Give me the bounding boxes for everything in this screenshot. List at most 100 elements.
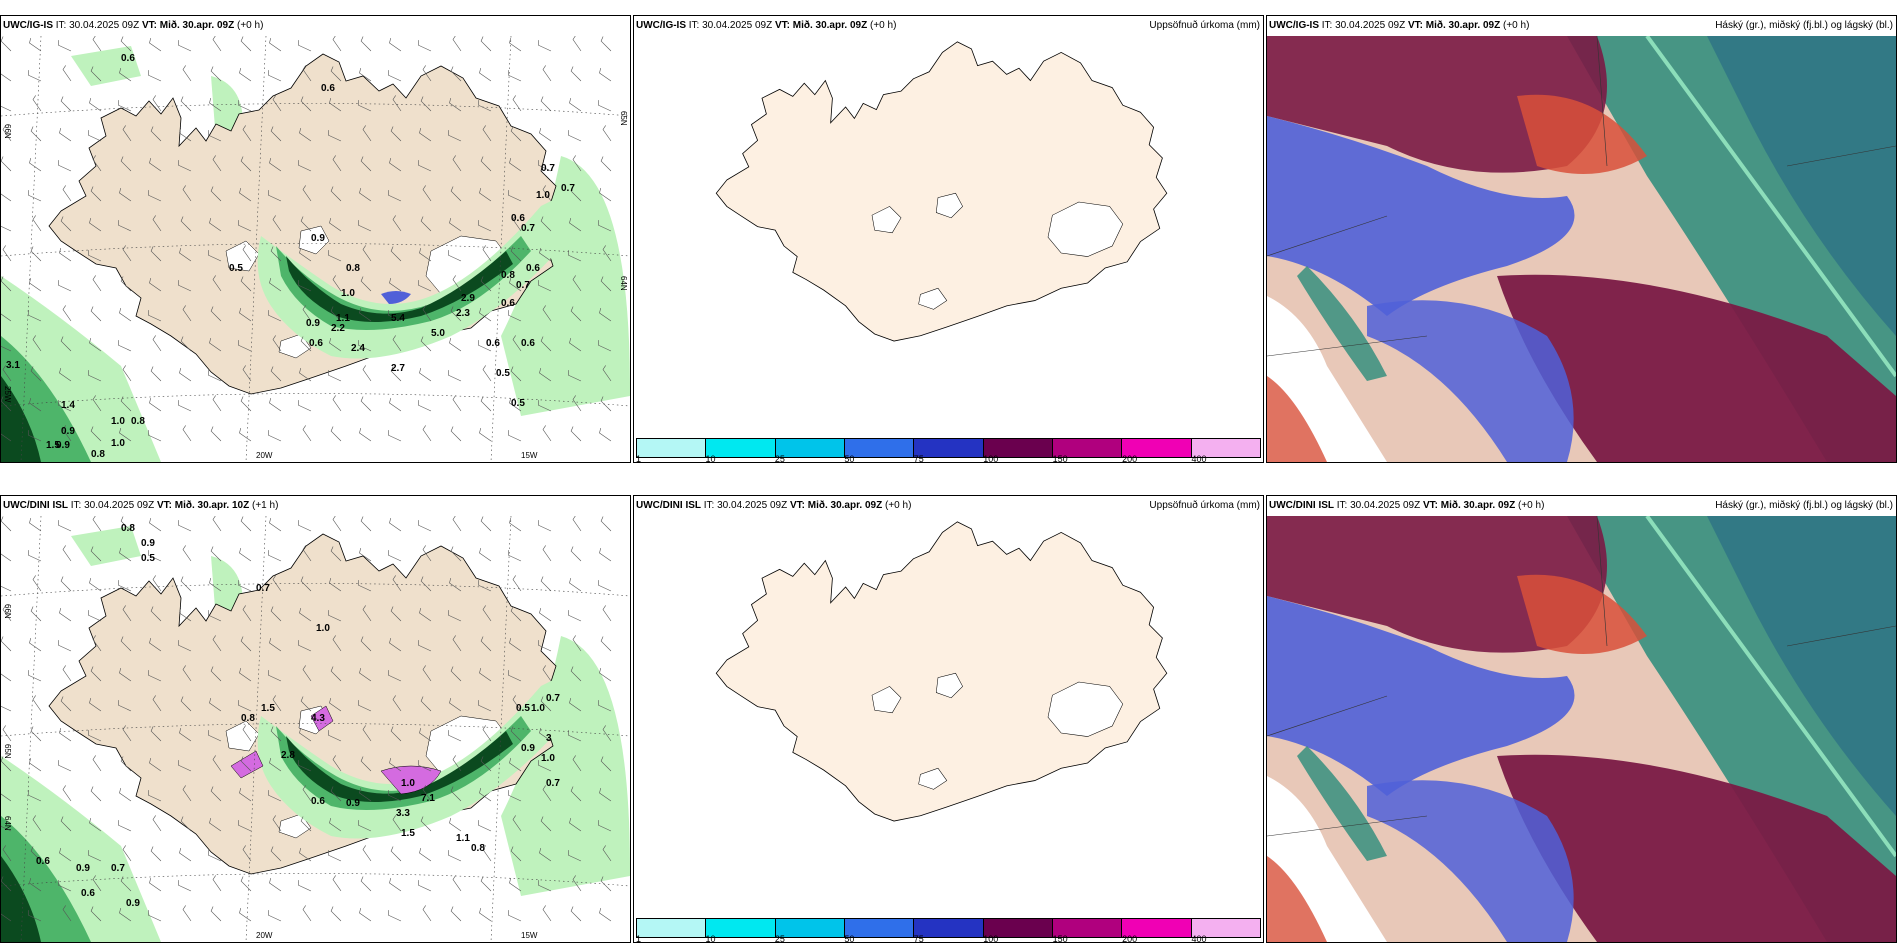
iceland-land [715, 41, 1168, 342]
precip-value-label: 0.6 [81, 888, 95, 899]
precip-value-label: 0.9 [306, 318, 320, 329]
panel-igis-accum-precip: UWC/IG-IS IT: 30.04.2025 09Z VT: Mið. 30… [633, 15, 1264, 463]
precip-value-label: 2.9 [461, 293, 475, 304]
precip-value-label: 0.7 [111, 863, 125, 874]
vt-label: VT: [141, 20, 157, 31]
vt-label: VT: [1422, 500, 1438, 511]
precip-value-label: 0.6 [321, 83, 335, 94]
vt-value: Mið. 30.apr. 09Z [792, 20, 868, 31]
precip-value-label: 5.4 [391, 313, 405, 324]
precip-value-label: 0.7 [516, 280, 530, 291]
precip-value-label: 1.0 [111, 438, 125, 449]
colorbar-cell [775, 439, 845, 457]
colorbar-tick-label: 200 [1122, 454, 1138, 463]
mid-cloud-layer [1267, 516, 1896, 942]
precip-value-label: 1.0 [541, 753, 555, 764]
it-value: 30.04.2025 09Z [1335, 20, 1406, 31]
it-label: IT: [703, 500, 715, 511]
colorbar-cell [775, 919, 845, 937]
precip-value-label: 1.4 [61, 400, 75, 411]
vt-label: VT: [156, 500, 172, 511]
precip-value-label: 2.7 [391, 363, 405, 374]
colorbar-cells [636, 918, 1261, 938]
precip-value-label: 0.7 [521, 223, 535, 234]
colorbar-cell [914, 439, 984, 457]
precip-value-label: 1.1 [456, 833, 470, 844]
it-label: IT: [70, 500, 82, 511]
precip-value-label: 5.0 [431, 328, 445, 339]
precip-value-label: 2.8 [281, 750, 295, 761]
panel-field-title: Uppsöfnuð úrkoma (mm) [1149, 500, 1260, 511]
precip-value-label: 0.5 [516, 703, 530, 714]
panel-field-title: Uppsöfnuð úrkoma (mm) [1149, 20, 1260, 31]
precip-value-label: 3 [546, 733, 552, 744]
colorbar-tick-label: 100 [983, 454, 999, 463]
precip-value-label: 0.9 [311, 233, 325, 244]
colorbar-cell [1052, 919, 1123, 937]
panel-field-title: Háský (gr.), miðský (fj.bl.) og lágský (… [1715, 20, 1893, 31]
axis-label: 15W [521, 451, 538, 460]
colorbar-tick-label: 10 [705, 454, 716, 463]
precip-value-label: 0.5 [141, 553, 155, 564]
precip-value-label: 2.4 [351, 343, 365, 354]
precip-value-label: 0.9 [61, 426, 75, 437]
precip-value-label: 0.8 [501, 270, 515, 281]
precip-value-label: 0.7 [561, 183, 575, 194]
precip-band [257, 196, 571, 359]
iceland-outline-group [715, 521, 1168, 822]
precip-value-label: 3.3 [396, 808, 410, 819]
panel-header: UWC/DINI ISL IT: 30.04.2025 09Z VT: Mið.… [634, 496, 1263, 516]
precip-values: 0.80.90.50.71.00.81.52.84.31.00.90.63.37… [36, 523, 560, 909]
precip-value-label: 0.6 [526, 263, 540, 274]
precip-value-label: 2.3 [456, 308, 470, 319]
precip-value-label: 0.5 [511, 398, 525, 409]
colorbar-tick-label: 50 [844, 934, 855, 943]
lead-time: (+0 h) [1518, 500, 1545, 511]
panel-header: UWC/DINI ISL IT: 30.04.2025 09Z VT: Mið.… [1267, 496, 1896, 516]
panel-dini-clouds: UWC/DINI ISL IT: 30.04.2025 09Z VT: Mið.… [1266, 495, 1897, 943]
precip-value-label: 1.0 [401, 778, 415, 789]
precip-value-label: 0.7 [546, 693, 560, 704]
panel-igis-wind-precip: UWC/IG-IS IT: 30.04.2025 09Z VT: Mið. 30… [0, 15, 631, 463]
colorbar-tick-label: 100 [983, 934, 999, 943]
axis-labels: 66N 65N 64N 25W 20W 15W [3, 111, 628, 460]
precip-value-label: 0.6 [521, 338, 535, 349]
colorbar-tick-label: 150 [1052, 934, 1068, 943]
precip-shading [1, 526, 630, 942]
colorbar-cell [1122, 919, 1192, 937]
colorbar-tick-label: 25 [774, 934, 785, 943]
panel-header: UWC/IG-IS IT: 30.04.2025 09Z VT: Mið. 30… [1, 16, 630, 36]
colorbar: 1 10 25 50 75 100 150 200 400 [634, 914, 1263, 942]
model-name: UWC/IG-IS [636, 20, 686, 31]
map-canvas [715, 41, 1168, 342]
lead-time: (+0 h) [870, 20, 897, 31]
axis-labels: 66N 65N 64N 20W 15W [3, 604, 538, 940]
precip-value-label: 7.1 [421, 793, 435, 804]
colorbar-cell [637, 919, 707, 937]
colorbar-tick-label: 75 [913, 934, 924, 943]
low-cloud-layer [1267, 596, 1575, 942]
precip-value-label: 1.0 [531, 703, 545, 714]
precip-value-label: 1.0 [341, 288, 355, 299]
wind-barbs [1, 36, 612, 442]
axis-label: 64N [3, 816, 12, 831]
vt-label: VT: [1407, 20, 1423, 31]
it-label: IT: [1321, 20, 1333, 31]
colorbar-cell [1052, 439, 1123, 457]
precip-value-label: 0.6 [511, 213, 525, 224]
it-value: 30.04.2025 09Z [702, 20, 773, 31]
panel-field-title: Háský (gr.), miðský (fj.bl.) og lágský (… [1715, 500, 1893, 511]
mid-cloud-layer [1267, 36, 1896, 462]
colorbar-cells [636, 438, 1261, 458]
colorbar-tick-label: 1 [636, 454, 642, 463]
precip-band [230, 676, 571, 839]
panel-header: UWC/IG-IS IT: 30.04.2025 09Z VT: Mið. 30… [1267, 16, 1896, 36]
precip-value-label: 1.0 [536, 190, 550, 201]
vt-label: VT: [774, 20, 790, 31]
precip-value-label: 1.1 [336, 313, 350, 324]
vt-value: Mið. 30.apr. 09Z [159, 20, 235, 31]
model-name: UWC/DINI ISL [636, 500, 701, 511]
precip-value-label: 0.6 [121, 53, 135, 64]
colorbar-cell [1191, 919, 1260, 937]
